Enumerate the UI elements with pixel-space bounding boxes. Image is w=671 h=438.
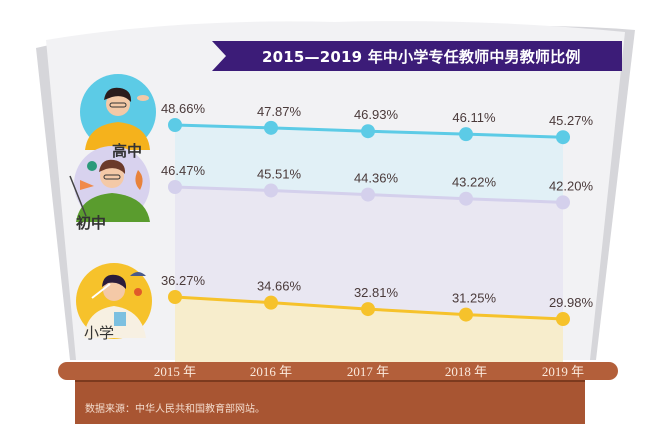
- data-label: 46.93%: [354, 107, 399, 122]
- teacher-high-school-icon: [80, 74, 156, 150]
- platform-top: [58, 362, 618, 380]
- chart-points: [168, 118, 570, 327]
- data-point: [556, 195, 570, 210]
- chart-bands: [175, 125, 563, 362]
- legend-label-primary: 小学: [84, 324, 115, 342]
- data-point: [361, 187, 375, 202]
- x-axis-ticks: 2015 年 2016 年 2017 年 2018 年 2019 年: [154, 364, 584, 379]
- data-label: 34.66%: [257, 279, 302, 294]
- data-label: 42.20%: [549, 178, 594, 193]
- data-label: 32.81%: [354, 285, 399, 300]
- teacher-middle-school-icon: [69, 146, 150, 222]
- data-point: [361, 124, 375, 139]
- data-label: 31.25%: [452, 291, 497, 306]
- data-point: [168, 290, 182, 304]
- data-point: [264, 120, 278, 135]
- data-point: [361, 302, 375, 317]
- data-label: 46.47%: [161, 163, 206, 178]
- chart-data-labels: 48.66% 47.87% 46.93% 46.11% 45.27% 46.47% 45.5…: [161, 101, 594, 310]
- platform-lower: [75, 378, 585, 424]
- data-point: [459, 127, 473, 142]
- x-tick-label: 2018 年: [445, 364, 487, 379]
- title-banner: [212, 41, 622, 71]
- legend-label-high: 高中: [112, 142, 143, 160]
- x-tick-label: 2017 年: [347, 364, 389, 379]
- data-label: 45.27%: [549, 113, 594, 128]
- data-label: 45.51%: [257, 166, 302, 181]
- data-source-note: 数据来源：中华人民共和国教育部网站。: [85, 404, 265, 415]
- data-point: [264, 295, 278, 310]
- chart-title: 2015—2019 年中小学专任教师中男教师比例: [262, 48, 581, 66]
- data-label: 44.36%: [354, 171, 399, 186]
- band-0: [175, 125, 563, 203]
- data-point: [459, 307, 473, 322]
- x-tick-label: 2016 年: [250, 364, 292, 379]
- data-label: 36.27%: [161, 273, 206, 288]
- data-point: [556, 312, 570, 327]
- data-point: [168, 118, 182, 132]
- data-label: 48.66%: [161, 101, 206, 116]
- data-point: [168, 180, 182, 194]
- data-point: [264, 183, 278, 198]
- data-label: 43.22%: [452, 175, 497, 190]
- x-tick-label: 2019 年: [542, 364, 584, 379]
- data-label: 29.98%: [549, 295, 594, 310]
- x-tick-label: 2015 年: [154, 364, 196, 379]
- band-2: [175, 297, 563, 362]
- band-1: [175, 187, 563, 320]
- data-point: [556, 130, 570, 145]
- data-label: 47.87%: [257, 104, 302, 119]
- data-label: 46.11%: [452, 110, 496, 125]
- teacher-primary-school-icon: [76, 263, 152, 339]
- legend-label-middle: 初中: [76, 214, 107, 232]
- data-point: [459, 191, 473, 206]
